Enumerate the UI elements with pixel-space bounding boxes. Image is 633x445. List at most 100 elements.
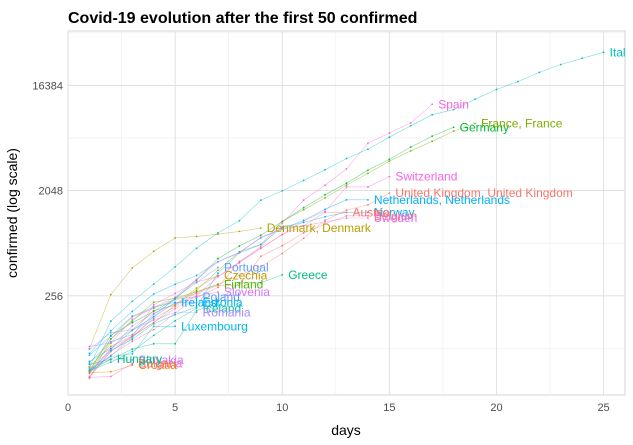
series-label-france: France, France [481,116,563,130]
data-point-italy [409,124,412,127]
data-point-austria [345,211,348,214]
series-label-greece: Greece [288,268,328,282]
data-point-luxembourg [152,325,155,328]
data-point-france [367,172,369,175]
data-point-france [431,140,434,143]
data-point-united-kingdom [302,237,305,240]
data-point-united-kingdom [281,252,284,255]
data-point-greece [195,309,198,312]
data-point-estonia [88,354,91,357]
data-point-italy [302,179,305,182]
data-point-greece [259,281,262,284]
data-point-italy [581,57,584,60]
data-point-netherlands [131,310,134,313]
x-axis-ticks: 0 5 10 15 20 25 [65,402,610,414]
data-point-germany [324,193,326,196]
data-point-denmark [195,235,198,238]
data-point-spain [281,222,284,225]
data-point-slovakia [88,367,91,370]
data-point-italy [431,113,434,116]
data-point-italy [559,63,562,66]
data-point-estonia [131,315,134,318]
data-point-estonia [174,301,177,304]
series-label-germany: Germany [460,120,509,134]
data-point-switzerland [152,303,155,306]
series-label-hungary: Hungary [117,352,162,366]
data-point-finland [217,283,219,286]
data-point-norway [195,306,198,308]
data-point-belgium [259,255,262,258]
data-point-austria [281,233,284,236]
data-point-poland [109,340,112,343]
data-point-estonia [152,306,155,308]
data-point-belgium [281,244,284,247]
series-line-greece [89,274,283,365]
data-point-romania [174,311,177,314]
x-tick-label: 15 [383,402,395,414]
data-point-slovakia [131,359,134,361]
data-point-romania [88,348,91,351]
data-point-italy [174,265,177,268]
data-point-hungary [88,369,91,372]
data-point-italy [388,136,391,139]
data-point-iceland [131,350,134,353]
data-point-austria [152,328,155,331]
data-point-france [195,289,198,292]
series-line-hungary [89,358,111,372]
data-point-italy [538,71,541,74]
series-line-iceland [89,308,197,372]
data-point-greece [217,300,219,303]
data-point-greece [174,342,177,345]
data-point-spain [345,167,348,170]
data-point-poland [152,313,155,316]
series-label-finland: Finland [224,277,263,291]
data-point-italy [345,157,348,160]
y-tick-label: 16384 [32,80,63,92]
series-label-poland: Poland [203,290,240,304]
series-label-luxembourg: Luxembourg [181,319,248,333]
data-point-france [345,184,348,187]
data-point-italy [238,219,241,222]
data-point-germany [302,206,305,209]
data-point-austria [131,340,134,343]
data-point-iceland [174,319,177,322]
data-point-belgium [324,223,326,225]
data-point-switzerland [345,186,348,188]
data-point-netherlands [345,198,348,201]
data-point-norway [302,221,305,224]
data-point-spain [324,184,326,187]
data-point-greece [131,348,134,351]
data-point-greece [152,342,155,345]
data-point-portugal [217,266,219,269]
data-point-estonia [109,335,112,338]
x-tick-label: 10 [276,402,288,414]
data-point-bulgaria [131,362,134,365]
data-point-norway [259,243,262,246]
data-point-united-kingdom [367,203,369,206]
data-point-italy [131,300,134,303]
y-tick-label: 256 [45,291,63,303]
series-label-estonia: Estonia [203,295,243,309]
data-point-germany [452,126,455,129]
series-label-slovenia: Slovenia [224,285,270,299]
data-point-czechia [109,345,112,348]
data-point-italy [259,199,262,202]
data-point-france [388,160,391,163]
data-point-sweden [345,217,348,219]
data-point-austria [259,247,262,250]
data-point-iceland [109,361,112,363]
series-label-united-kingdom: United Kingdom, United Kingdom [395,186,572,200]
series-label-ireland: Ireland [181,296,218,310]
series-line-germany [89,127,454,372]
data-point-greece [238,281,241,284]
data-point-sweden [131,318,134,321]
data-point-bulgaria [88,376,91,379]
data-point-united-kingdom [152,317,155,320]
series-label-portugal: Portugal [224,260,269,274]
data-point-romania [109,331,112,334]
data-point-denmark [174,236,177,239]
chart-title: Covid-19 evolution after the first 50 co… [68,10,417,27]
series-line-norway [89,212,368,373]
data-point-france [409,149,412,152]
